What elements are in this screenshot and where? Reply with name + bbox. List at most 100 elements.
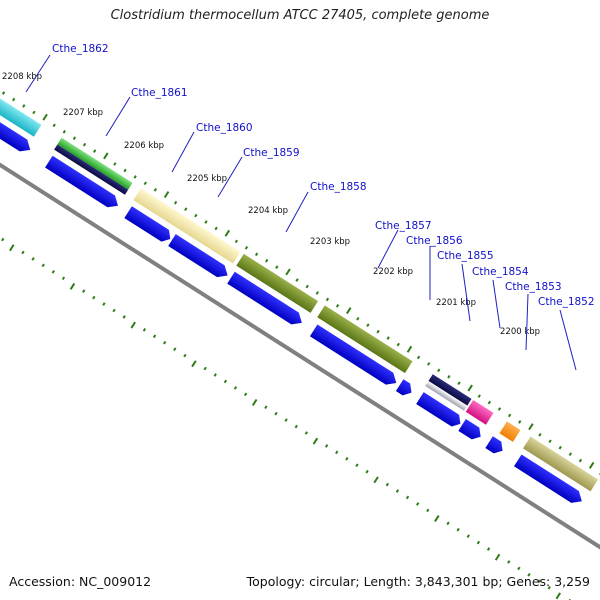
tick-label: 2200 kbp xyxy=(500,327,540,337)
outer-tick xyxy=(163,191,170,199)
outer-tick xyxy=(1,91,6,95)
inner-tick xyxy=(405,495,410,500)
inner-tick xyxy=(385,482,389,487)
cds-arrow-cthe-1854[interactable] xyxy=(485,436,506,456)
cds-arrow-cthe-1858[interactable] xyxy=(227,271,305,329)
inner-tick xyxy=(284,418,288,422)
tick-label: 2206 kbp xyxy=(124,141,164,151)
tick-label: 2208 kbp xyxy=(2,72,42,82)
inner-tick xyxy=(466,534,470,538)
outer-tick xyxy=(346,307,352,315)
outer-tick xyxy=(396,342,400,347)
outer-tick xyxy=(477,394,481,398)
cds-arrow-cthe-1859[interactable] xyxy=(168,234,231,281)
gene-box-cthe-1852[interactable] xyxy=(523,436,599,492)
outer-tick xyxy=(123,168,127,173)
topology-text: Topology: circular; Length: 3,843,301 bp… xyxy=(246,574,590,589)
gene-box-cthe-1857[interactable] xyxy=(317,305,413,374)
outer-tick xyxy=(538,433,542,437)
gene-label-cthe-1862[interactable]: Cthe_1862 xyxy=(52,43,109,55)
outer-tick xyxy=(194,213,198,218)
gene-box-cthe-1855[interactable] xyxy=(465,399,494,425)
cds-arrow-cthe-1861[interactable] xyxy=(45,155,122,212)
outer-tick xyxy=(62,129,66,134)
tick-label: 2202 kbp xyxy=(373,267,413,277)
outer-tick xyxy=(173,200,178,205)
cds-arrow-cthe-1856[interactable] xyxy=(416,392,464,430)
outer-tick xyxy=(528,423,534,431)
outer-tick xyxy=(487,400,492,405)
tick-label: 2207 kbp xyxy=(63,108,103,118)
outer-tick xyxy=(325,297,330,302)
gene-box-cthe-1862[interactable] xyxy=(0,90,42,137)
gene-label-cthe-1852[interactable]: Cthe_1852 xyxy=(538,296,595,308)
outer-tick xyxy=(356,316,360,321)
cds-arrow-cthe-1852[interactable] xyxy=(513,454,586,507)
outer-tick xyxy=(295,278,299,282)
inner-tick xyxy=(537,579,541,584)
inner-tick xyxy=(142,328,147,332)
inner-tick xyxy=(274,411,278,416)
outer-tick xyxy=(467,384,473,392)
inner-tick xyxy=(152,334,157,339)
outer-tick xyxy=(416,355,421,360)
outer-tick xyxy=(507,413,512,418)
inner-tick xyxy=(233,386,238,390)
inner-tick xyxy=(395,489,400,493)
inner-tick xyxy=(163,340,167,345)
inner-tick xyxy=(223,379,228,384)
inner-tick xyxy=(365,469,369,474)
tick-label: 2203 kbp xyxy=(310,237,350,247)
inner-tick xyxy=(243,392,248,397)
inner-tick xyxy=(82,289,86,293)
inner-tick xyxy=(69,282,76,290)
outer-tick xyxy=(568,452,572,456)
cds-arrow-cthe-1855[interactable] xyxy=(458,419,484,443)
inner-tick xyxy=(191,360,197,368)
cds-arrow-cthe-1860[interactable] xyxy=(124,206,174,245)
outer-tick xyxy=(426,362,431,366)
inner-tick xyxy=(494,553,501,561)
gene-box-cthe-1858[interactable] xyxy=(236,253,319,313)
outer-tick xyxy=(244,246,249,250)
gene-box-cthe-1861[interactable] xyxy=(57,137,133,190)
cds-arrow-small-1[interactable] xyxy=(395,379,415,398)
gene-label-cthe-1856[interactable]: Cthe_1856 xyxy=(406,235,463,247)
gene-label-cthe-1853[interactable]: Cthe_1853 xyxy=(505,281,562,293)
gene-label-cthe-1857[interactable]: Cthe_1857 xyxy=(375,220,432,232)
outer-tick xyxy=(386,336,390,340)
inner-tick xyxy=(304,431,309,435)
inner-tick xyxy=(264,405,268,410)
outer-tick xyxy=(305,284,309,289)
outer-tick xyxy=(285,268,291,276)
inner-tick xyxy=(517,566,521,571)
inner-tick xyxy=(426,508,430,513)
outer-tick xyxy=(315,291,319,295)
outer-tick xyxy=(143,181,147,186)
gene-box-cthe-1853[interactable] xyxy=(499,421,521,442)
gene-label-cthe-1860[interactable]: Cthe_1860 xyxy=(196,122,253,134)
cds-arrow-cthe-1862[interactable] xyxy=(0,107,34,155)
accession-text: Accession: NC_009012 xyxy=(9,574,152,589)
outer-tick xyxy=(32,110,36,115)
outer-tick xyxy=(93,149,97,153)
outer-tick xyxy=(72,136,77,141)
inner-tick xyxy=(456,527,460,532)
gene-label-cthe-1855[interactable]: Cthe_1855 xyxy=(437,250,494,262)
outer-tick xyxy=(447,374,451,379)
gene-label-cthe-1858[interactable]: Cthe_1858 xyxy=(310,181,367,193)
inner-tick xyxy=(203,366,207,371)
outer-tick xyxy=(224,229,231,237)
gene-box-cthe-1860[interactable] xyxy=(133,188,241,264)
inner-tick xyxy=(251,398,258,406)
gene-label-cthe-1859[interactable]: Cthe_1859 xyxy=(243,147,300,159)
cds-arrow-cthe-1857[interactable] xyxy=(309,324,400,388)
outer-tick xyxy=(578,458,583,463)
gene-label-cthe-1861[interactable]: Cthe_1861 xyxy=(131,87,188,99)
inner-tick xyxy=(547,585,551,590)
gene-label-cthe-1854[interactable]: Cthe_1854 xyxy=(472,266,529,278)
gene-box-cthe-1856[interactable] xyxy=(428,374,472,406)
inner-tick xyxy=(51,270,55,274)
outer-tick xyxy=(335,304,340,308)
